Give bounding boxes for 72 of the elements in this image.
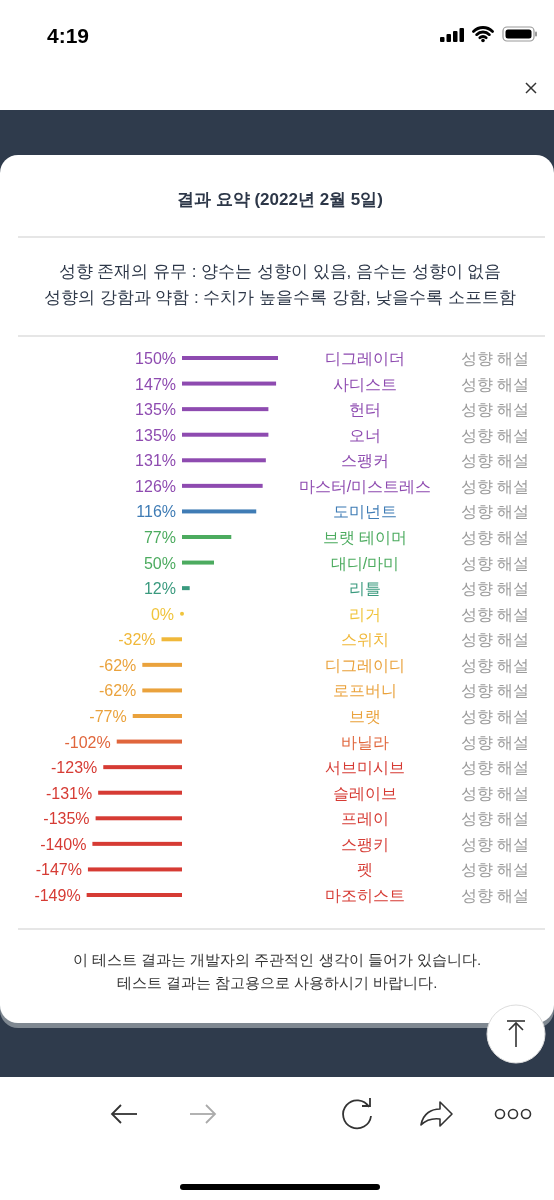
value-label: 0% [150,605,174,623]
annotation: 성향 해설 [460,452,530,470]
category-label: 도미넌트 [333,503,397,521]
category-label: 브랫 테이머 [322,529,408,546]
value-label: 135% [135,401,176,419]
category-label: 스팽키 [341,835,389,853]
value-label: 116% [136,503,176,521]
category-label: 리거 [349,605,381,623]
annotation: 성향 해설 [460,350,530,367]
category-label: 프레이 [341,810,389,828]
category-label: 슬레이브 [333,784,397,802]
annotation: 성향 해설 [460,733,530,751]
category-label: 디그레이디 [325,656,405,674]
value-label: 126% [135,477,176,495]
annotation: 성향 해설 [460,656,530,674]
annotation: 이 테스트 결과는 개발자의 주관적인 생각이 들어가 있습니다. [72,951,482,968]
value-label: 150% [135,350,176,367]
category-label: 서브미시브 [325,759,405,777]
annotation: 성향 해설 [460,554,530,572]
annotation: 성향 해설 [460,529,530,546]
category-label: 디그레이더 [325,350,405,367]
subtitle: 성향의 강함과 약함 : 수치가 높을수록 강함, 낮을수록 소프트함 [43,288,517,307]
category-label: 마조히스트 [325,887,405,904]
title: 결과 요약 (2022년 2월 5일) [177,190,383,209]
annotation: 성향 해설 [460,401,530,419]
annotation: 성향 해설 [460,503,530,521]
value-label: -62% [98,656,137,674]
annotation: 성향 해설 [460,580,530,598]
category-label: 사디스트 [333,375,397,393]
annotation: 성향 해설 [460,835,530,853]
value-label: -102% [64,733,111,751]
annotation: 테스트 결과는 참고용으로 사용하시기 바랍니다. [116,974,438,991]
category-label: 펫 [357,861,373,879]
annotation: 성향 해설 [460,861,530,879]
value-label: 135% [135,426,176,444]
value-label: -147% [35,861,82,879]
value-label: -131% [45,784,93,802]
annotation: 성향 해설 [460,682,530,700]
annotation: 성향 해설 [460,810,530,828]
annotation: 4:19 [47,24,90,47]
value-label: -135% [43,810,90,828]
value-label: 147% [135,375,176,393]
category-label: 대디/마미 [330,554,400,572]
category-label: 바닐라 [341,733,389,751]
annotation: 성향 해설 [460,708,530,725]
category-label: 브랫 [349,708,381,725]
annotation: 성향 해설 [460,759,530,777]
annotation: 성향 해설 [460,477,530,495]
value-label: -32% [118,631,156,649]
value-label: 131% [135,452,176,470]
annotation: 성향 해설 [460,631,530,649]
category-label: 스팽커 [341,452,389,470]
category-label: 헌터 [349,401,381,419]
value-label: -149% [34,887,81,904]
value-label: -140% [40,835,87,853]
annotation: 성향 해설 [460,784,530,802]
annotation: 성향 해설 [460,375,530,393]
category-label: 스위치 [341,631,389,649]
category-label: 마스터/미스트레스 [298,477,432,495]
value-label: 12% [143,580,176,598]
value-label: -62% [98,682,137,700]
value-label: -123% [51,759,98,777]
category-label: 로프버니 [333,682,397,700]
value-label: -77% [89,708,127,725]
annotation: 성향 해설 [460,605,530,623]
value-label: 50% [143,554,176,572]
category-label: 오너 [349,426,381,444]
annotation: 성향 해설 [460,426,530,444]
annotation: 성향 해설 [460,887,530,904]
value-label: 77% [143,529,176,546]
subtitle: 성향 존재의 유무 : 양수는 성향이 있음, 음수는 성향이 없음 [58,262,502,281]
category-label: 리틀 [349,580,381,598]
